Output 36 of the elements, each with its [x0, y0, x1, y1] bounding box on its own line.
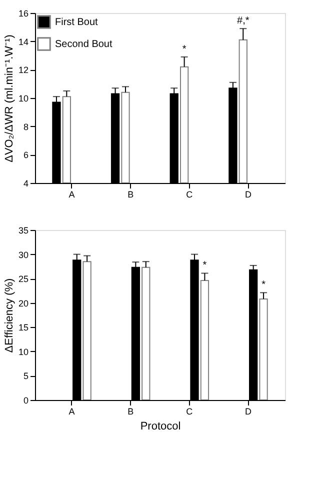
bar	[259, 298, 268, 400]
y-tick-label: 30	[18, 250, 28, 260]
legend-label: First Bout	[55, 17, 98, 28]
annotation: *	[262, 280, 266, 291]
y-tick-label: 5	[23, 371, 28, 382]
y-tick-label: 35	[18, 226, 28, 236]
legend-label: Second Bout	[55, 39, 112, 50]
annotation: *	[202, 260, 207, 272]
y-tick-label: 0	[23, 396, 28, 406]
y-tick-label: 4	[23, 178, 28, 188]
x-tick-label: D	[244, 190, 252, 200]
x-tick-label: C	[186, 190, 194, 200]
y-tick-label: 12	[18, 65, 28, 76]
y-tick-label: 15	[18, 322, 28, 333]
x-tick-label: B	[128, 406, 134, 416]
y-tick-label: 6	[23, 150, 28, 160]
annotation: *	[182, 44, 186, 55]
x-axis-title: Protocol	[140, 420, 181, 432]
x-tick-label: A	[68, 406, 75, 416]
x-tick-label: A	[68, 190, 75, 200]
y-tick-label: 14	[18, 36, 28, 47]
y-tick-label: 10	[18, 94, 28, 104]
y-tick-label: 8	[23, 122, 28, 132]
bar	[200, 280, 210, 400]
annotation: #,*	[237, 16, 250, 27]
y-tick-label: 25	[18, 274, 28, 284]
bar	[142, 266, 150, 400]
x-tick-label: B	[128, 190, 134, 200]
y-tick-label: 10	[18, 346, 28, 357]
y-axis-title: ΔVO₂/ΔWR (ml.min⁻¹.W⁻¹)	[3, 34, 16, 162]
x-tick-label: D	[244, 406, 252, 416]
y-tick-label: 20	[18, 298, 28, 308]
x-tick-label: C	[186, 406, 194, 416]
y-axis-title: ΔEfficiency (%)	[3, 278, 16, 353]
y-tick-label: 16	[18, 8, 28, 18]
bar	[82, 261, 92, 400]
